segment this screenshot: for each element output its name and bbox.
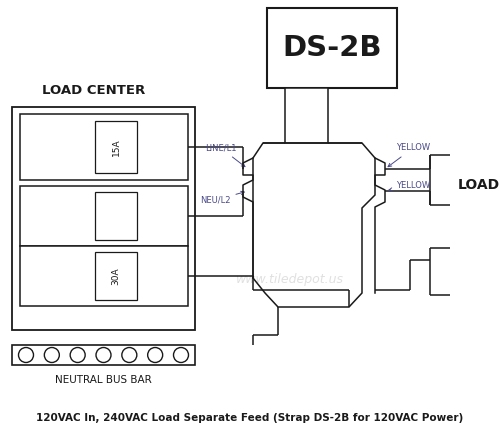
Text: 120VAC In, 240VAC Load Separate Feed (Strap DS-2B for 120VAC Power): 120VAC In, 240VAC Load Separate Feed (St…: [36, 413, 464, 423]
Circle shape: [70, 347, 85, 363]
Circle shape: [96, 347, 111, 363]
Text: LINE/L1: LINE/L1: [205, 143, 245, 166]
Circle shape: [18, 347, 34, 363]
Text: www.tiledepot.us: www.tiledepot.us: [236, 274, 344, 287]
Text: 30A: 30A: [112, 267, 120, 285]
Bar: [285, 88, 328, 143]
Text: 15A: 15A: [112, 138, 120, 156]
Text: LOAD CENTER: LOAD CENTER: [42, 84, 145, 97]
Bar: [95, 192, 137, 240]
Bar: [12, 345, 195, 365]
Bar: [95, 252, 137, 300]
Bar: [20, 186, 188, 246]
Circle shape: [122, 347, 137, 363]
Bar: [267, 8, 397, 88]
Circle shape: [148, 347, 162, 363]
Text: YELLOW: YELLOW: [388, 143, 430, 167]
Circle shape: [174, 347, 188, 363]
Bar: [95, 121, 137, 173]
Text: YELLOW: YELLOW: [389, 181, 430, 191]
Circle shape: [44, 347, 60, 363]
Text: LOAD: LOAD: [458, 178, 500, 192]
Text: DS-2B: DS-2B: [282, 34, 382, 62]
Bar: [12, 107, 195, 330]
Bar: [20, 246, 188, 306]
Text: NEU/L2: NEU/L2: [200, 191, 244, 205]
Bar: [20, 114, 188, 180]
Text: NEUTRAL BUS BAR: NEUTRAL BUS BAR: [55, 375, 152, 385]
